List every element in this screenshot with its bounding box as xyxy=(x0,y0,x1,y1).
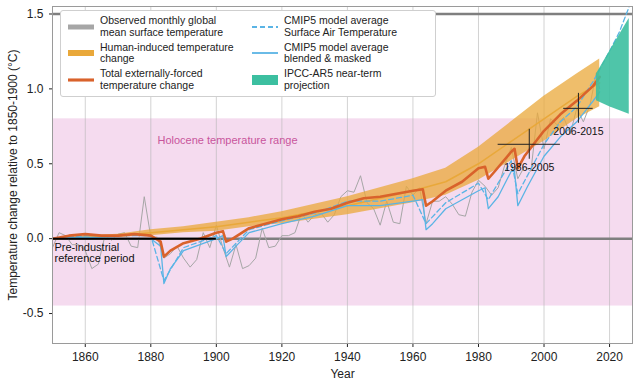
svg-text:Pre-industrialreference period: Pre-industrialreference period xyxy=(55,241,135,264)
svg-text:1.5: 1.5 xyxy=(27,7,44,21)
html-text:Human-induced temperature chan: Human-induced temperature change xyxy=(100,40,234,65)
html-text:CMIP5 model average Surface Ai: CMIP5 model average Surface Air Temperat… xyxy=(284,14,397,38)
html-text:Observed monthly global mean s: Observed monthly global mean surface tem… xyxy=(100,14,224,38)
svg-text:-0.5: -0.5 xyxy=(23,306,44,320)
svg-text:1.0: 1.0 xyxy=(27,82,44,96)
svg-text:1960: 1960 xyxy=(400,350,427,364)
svg-text:2020: 2020 xyxy=(596,350,623,364)
svg-text:1860: 1860 xyxy=(72,350,99,364)
html-text:Total externally-forced temper: Total externally-forced temperature chan… xyxy=(100,67,203,91)
svg-text:1986-2005: 1986-2005 xyxy=(504,161,554,173)
svg-text:1940: 1940 xyxy=(334,350,361,364)
svg-text:2006-2015: 2006-2015 xyxy=(553,125,603,137)
svg-text:1980: 1980 xyxy=(465,350,492,364)
html-text:IPCC-AR5 near-term projection: IPCC-AR5 near-term projection xyxy=(284,67,382,91)
svg-text:1920: 1920 xyxy=(269,350,296,364)
svg-text:1900: 1900 xyxy=(203,350,230,364)
svg-text:Temperature change relative to: Temperature change relative to 1850-1900… xyxy=(6,50,20,301)
svg-text:Year: Year xyxy=(330,367,354,381)
html-text:CMIP5 model average blended &: CMIP5 model average blended & masked xyxy=(284,40,389,65)
svg-text:Holocene temperature range: Holocene temperature range xyxy=(158,134,298,146)
svg-text:2000: 2000 xyxy=(531,350,558,364)
svg-text:0.5: 0.5 xyxy=(27,157,44,171)
svg-text:1880: 1880 xyxy=(137,350,164,364)
svg-text:0.0: 0.0 xyxy=(27,231,44,245)
